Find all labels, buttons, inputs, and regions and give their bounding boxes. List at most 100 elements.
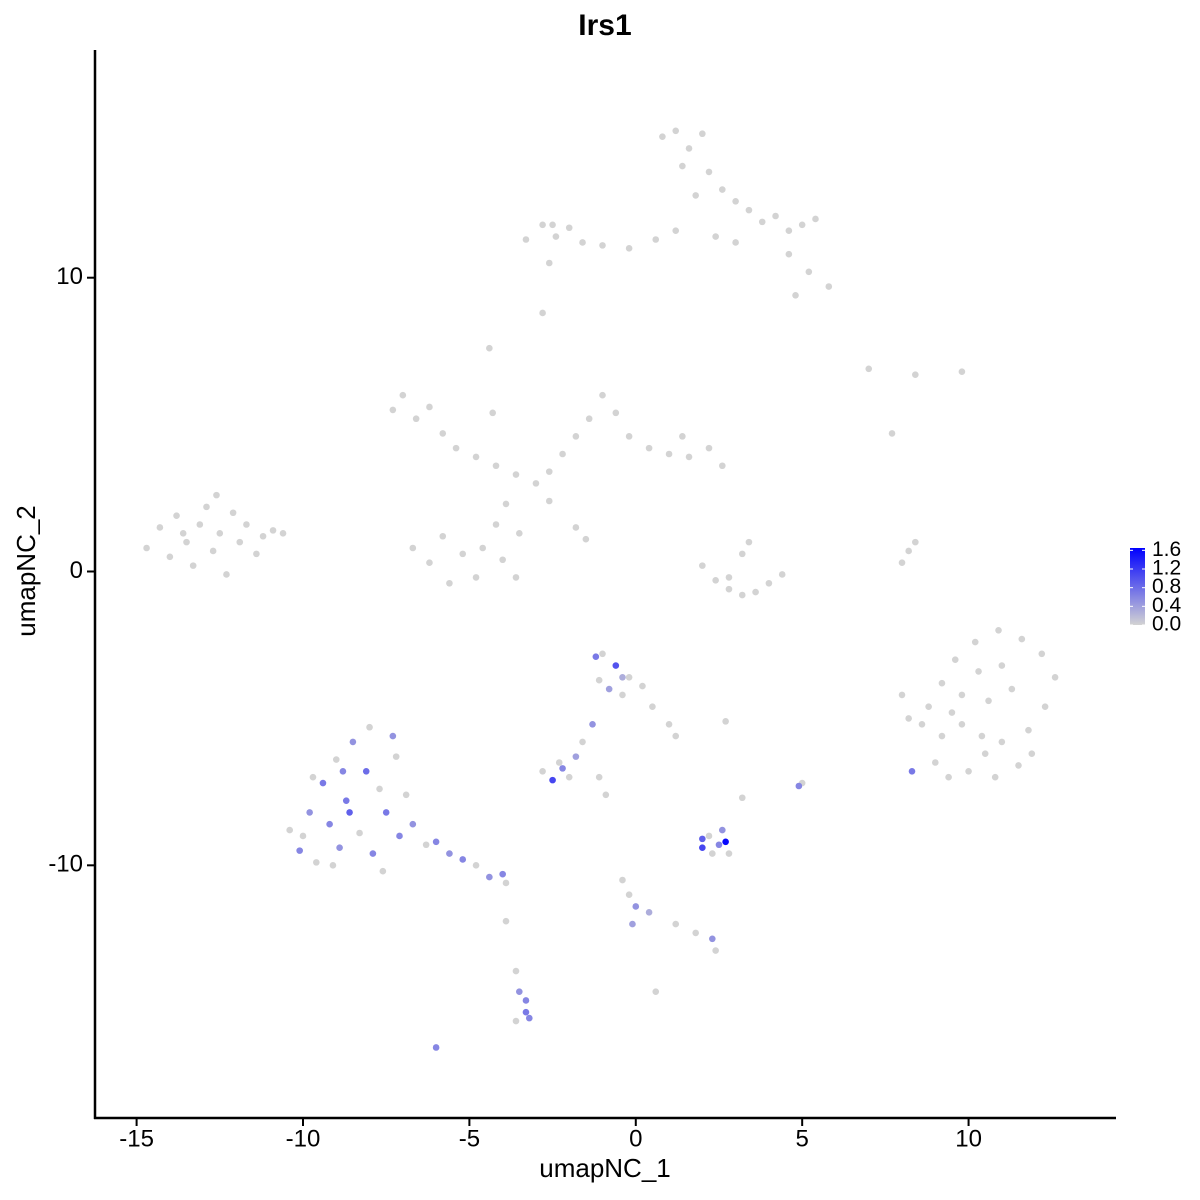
point [595, 773, 603, 781]
point [732, 239, 739, 246]
point [306, 809, 313, 816]
point [409, 544, 417, 552]
point [525, 1014, 533, 1022]
point [908, 768, 916, 775]
point [659, 133, 666, 140]
points [143, 127, 1059, 1051]
point [945, 773, 952, 781]
point [313, 859, 320, 866]
point [938, 679, 946, 687]
point [279, 530, 287, 537]
point [389, 406, 397, 414]
point [409, 820, 417, 828]
point [719, 826, 726, 834]
x-tick-label: 0 [629, 1125, 642, 1152]
point [179, 530, 187, 537]
point [253, 550, 260, 558]
point [679, 162, 686, 170]
point [685, 453, 693, 461]
point [259, 532, 267, 540]
point [396, 832, 403, 840]
point [712, 947, 719, 954]
point [639, 682, 646, 690]
point [699, 562, 706, 569]
point [758, 218, 766, 226]
point [486, 344, 493, 352]
point [672, 127, 680, 135]
point [1018, 635, 1026, 643]
point [512, 1017, 520, 1025]
point [722, 718, 729, 725]
point [522, 236, 530, 243]
point [785, 227, 793, 234]
point [888, 430, 896, 437]
point [216, 530, 224, 537]
point [472, 862, 480, 869]
point [665, 720, 673, 728]
point [625, 891, 633, 899]
point [705, 168, 713, 176]
point [545, 259, 553, 267]
chart-title: Irs1 [578, 9, 631, 42]
x-tick-label: -15 [119, 1125, 154, 1152]
point [223, 571, 230, 578]
point [812, 215, 819, 223]
point [912, 538, 919, 546]
point [699, 130, 706, 138]
point [585, 415, 593, 423]
point [599, 650, 606, 658]
point [745, 206, 753, 214]
point [971, 638, 979, 646]
point [532, 480, 540, 487]
point [738, 550, 746, 558]
point [572, 524, 580, 531]
point [572, 433, 580, 440]
point [319, 779, 327, 787]
point [625, 245, 633, 252]
point [516, 530, 523, 537]
point [549, 776, 556, 784]
point [579, 738, 586, 746]
point [402, 791, 410, 799]
point [203, 503, 210, 511]
point [512, 967, 520, 975]
x-tick-label: 10 [955, 1125, 982, 1152]
point [778, 571, 786, 578]
point [599, 242, 606, 249]
point [426, 559, 433, 566]
point [492, 462, 500, 470]
point [342, 797, 350, 804]
point [985, 697, 992, 705]
point [439, 532, 447, 540]
point [339, 768, 347, 775]
point [326, 820, 333, 828]
point [243, 521, 250, 528]
point [619, 876, 626, 884]
point [539, 309, 546, 317]
point [645, 444, 653, 452]
point [898, 691, 906, 699]
point [486, 873, 493, 881]
point [931, 759, 939, 766]
point [362, 768, 370, 775]
point [512, 471, 520, 478]
point [349, 738, 357, 746]
point [399, 391, 407, 399]
point [213, 491, 220, 499]
point [725, 850, 733, 857]
point [978, 732, 986, 740]
point [269, 527, 277, 534]
point [965, 768, 972, 775]
point [798, 221, 806, 229]
point [502, 500, 510, 508]
point [296, 847, 303, 854]
point [156, 524, 164, 531]
point [516, 988, 523, 995]
point [173, 512, 180, 519]
point [719, 462, 726, 470]
point [412, 415, 420, 423]
point [948, 709, 956, 716]
point [459, 550, 467, 558]
point [392, 753, 400, 760]
point [472, 574, 480, 581]
